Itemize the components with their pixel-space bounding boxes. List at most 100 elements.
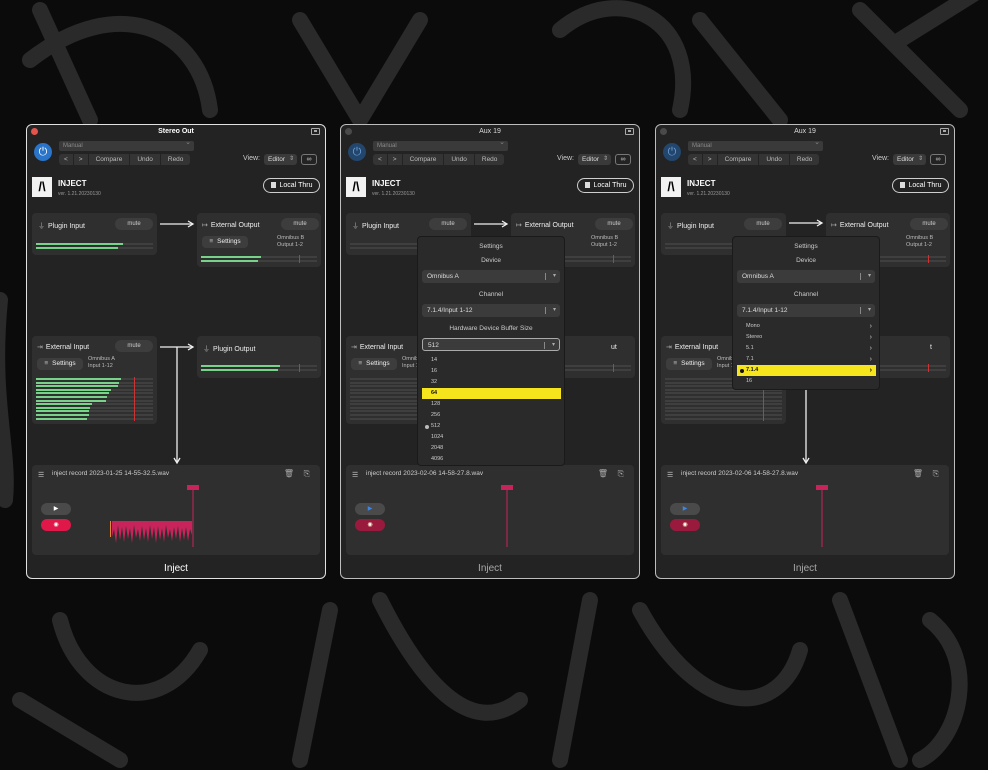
compare-button[interactable]: Compare xyxy=(717,154,759,165)
record-button[interactable]: ◉ xyxy=(41,519,71,531)
redo-button[interactable]: Redo xyxy=(789,154,820,165)
external-input-settings-button[interactable]: Settings xyxy=(37,358,83,370)
forward-button[interactable]: > xyxy=(73,154,88,165)
redo-button[interactable]: Redo xyxy=(160,154,191,165)
dropdown-option[interactable]: 128 xyxy=(422,399,561,410)
input-device-name: Omnibus A xyxy=(717,356,744,362)
dropdown-option-label: Stereo xyxy=(746,334,763,340)
recording-filename: inject record 2023-02-06 14-58-27.8.wav xyxy=(681,470,799,477)
dropdown-option[interactable]: Mono › xyxy=(737,321,876,332)
record-button[interactable]: ◉ xyxy=(355,519,385,531)
dropdown-option[interactable]: 4096 xyxy=(422,454,561,465)
play-button[interactable]: ▶ xyxy=(355,503,385,515)
power-icon[interactable]: ⏻ xyxy=(34,143,52,161)
forward-button[interactable]: > xyxy=(387,154,402,165)
channel-select[interactable]: 7.1.4/Input 1-12 ▾ xyxy=(737,304,875,317)
compare-button[interactable]: Compare xyxy=(88,154,130,165)
dropdown-option[interactable]: Stereo › xyxy=(737,332,876,343)
close-window-button[interactable] xyxy=(345,128,352,135)
plugin-input-mute-button[interactable]: mute xyxy=(429,218,467,230)
close-window-button[interactable] xyxy=(31,128,38,135)
dropdown-option[interactable]: 64 xyxy=(422,388,561,399)
plugin-input-mute-button[interactable]: mute xyxy=(115,218,153,230)
back-button[interactable]: < xyxy=(688,154,702,165)
play-button[interactable]: ▶ xyxy=(41,503,71,515)
window-resize-icon[interactable] xyxy=(940,128,949,135)
view-mode-select[interactable]: Editor xyxy=(578,154,611,165)
dropdown-option[interactable]: 256 xyxy=(422,410,561,421)
external-output-mute-button[interactable]: mute xyxy=(281,218,319,230)
external-output-mute-button[interactable]: mute xyxy=(910,218,948,230)
link-icon[interactable]: ∞ xyxy=(615,154,631,165)
device-select[interactable]: Omnibus A ▾ xyxy=(422,270,560,283)
trash-icon[interactable]: 🗑 xyxy=(912,469,923,478)
preset-dropdown[interactable]: Manual xyxy=(59,138,194,151)
buffer-size-label: Hardware Device Buffer Size xyxy=(449,325,533,332)
external-output-settings-button[interactable]: Settings xyxy=(202,236,248,248)
dropdown-option[interactable]: 1024 xyxy=(422,432,561,443)
meter-bar xyxy=(830,364,946,368)
redo-button[interactable]: Redo xyxy=(474,154,505,165)
submenu-chevron-icon: › xyxy=(869,345,872,352)
meter-bar xyxy=(36,380,153,385)
list-icon[interactable]: ☰ xyxy=(667,472,674,479)
list-icon[interactable]: ☰ xyxy=(352,472,359,479)
trash-icon[interactable]: 🗑 xyxy=(283,469,294,478)
reveal-folder-icon[interactable]: ⎘ xyxy=(617,469,624,478)
view-label: View: xyxy=(557,155,574,162)
back-button[interactable]: < xyxy=(59,154,73,165)
external-input-settings-button[interactable]: Settings xyxy=(351,358,397,370)
undo-button[interactable]: Undo xyxy=(759,154,789,165)
record-button[interactable]: ◉ xyxy=(670,519,700,531)
settings-popup-title: Settings xyxy=(479,243,503,250)
external-output-title: External Output xyxy=(210,222,260,229)
window-resize-icon[interactable] xyxy=(625,128,634,135)
undo-button[interactable]: Undo xyxy=(444,154,474,165)
preset-dropdown[interactable]: Manual xyxy=(688,138,823,151)
window-resize-icon[interactable] xyxy=(311,128,320,135)
plugin-input-mute-button[interactable]: mute xyxy=(744,218,782,230)
dropdown-option[interactable]: 32 xyxy=(422,377,561,388)
link-icon[interactable]: ∞ xyxy=(930,154,946,165)
link-icon[interactable]: ∞ xyxy=(301,154,317,165)
dropdown-option[interactable]: 512 xyxy=(422,421,561,432)
view-mode-select[interactable]: Editor xyxy=(893,154,926,165)
channel-select-value: 7.1.4/Input 1-12 xyxy=(427,307,473,314)
reveal-folder-icon[interactable]: ⎘ xyxy=(303,469,310,478)
local-thru-button[interactable]: Local Thru xyxy=(263,178,320,193)
external-input-title: External Input xyxy=(45,344,90,351)
dropdown-option[interactable]: 7.1 › xyxy=(737,354,876,365)
forward-button[interactable]: > xyxy=(702,154,717,165)
power-icon[interactable]: ⏻ xyxy=(348,143,366,161)
output-device-name: Omnibus B xyxy=(906,235,934,241)
dropdown-option[interactable]: 2048 xyxy=(422,443,561,454)
reveal-folder-icon[interactable]: ⎘ xyxy=(932,469,939,478)
dropdown-option[interactable]: 16 xyxy=(737,376,876,387)
external-input-settings-button[interactable]: Settings xyxy=(666,358,712,370)
external-input-mute-button[interactable]: mute xyxy=(115,340,153,352)
play-button[interactable]: ▶ xyxy=(670,503,700,515)
dropdown-option[interactable]: 14 xyxy=(422,355,561,366)
compare-button[interactable]: Compare xyxy=(402,154,444,165)
view-mode-select[interactable]: Editor xyxy=(264,154,297,165)
power-icon[interactable]: ⏻ xyxy=(663,143,681,161)
external-output-mute-button[interactable]: mute xyxy=(595,218,633,230)
undo-button[interactable]: Undo xyxy=(130,154,160,165)
dropdown-option[interactable]: 5.1 › xyxy=(737,343,876,354)
local-thru-button[interactable]: Local Thru xyxy=(892,178,949,193)
channel-select[interactable]: 7.1.4/Input 1-12 ▾ xyxy=(422,304,560,317)
local-thru-button[interactable]: Local Thru xyxy=(577,178,634,193)
preset-dropdown[interactable]: Manual xyxy=(373,138,508,151)
back-button[interactable]: < xyxy=(373,154,387,165)
trash-icon[interactable]: 🗑 xyxy=(597,469,608,478)
plugin-input-title: Plugin Input xyxy=(362,223,399,230)
close-window-button[interactable] xyxy=(660,128,667,135)
device-select[interactable]: Omnibus A ▾ xyxy=(737,270,875,283)
list-icon[interactable]: ☰ xyxy=(38,472,45,479)
meter-bar xyxy=(36,409,153,414)
selected-dot-icon xyxy=(740,369,744,373)
buffer-size-select[interactable]: 512 ▾ xyxy=(422,338,560,351)
meter-bar xyxy=(201,255,317,259)
dropdown-option[interactable]: 7.1.4 › xyxy=(737,365,876,376)
dropdown-option[interactable]: 16 xyxy=(422,366,561,377)
